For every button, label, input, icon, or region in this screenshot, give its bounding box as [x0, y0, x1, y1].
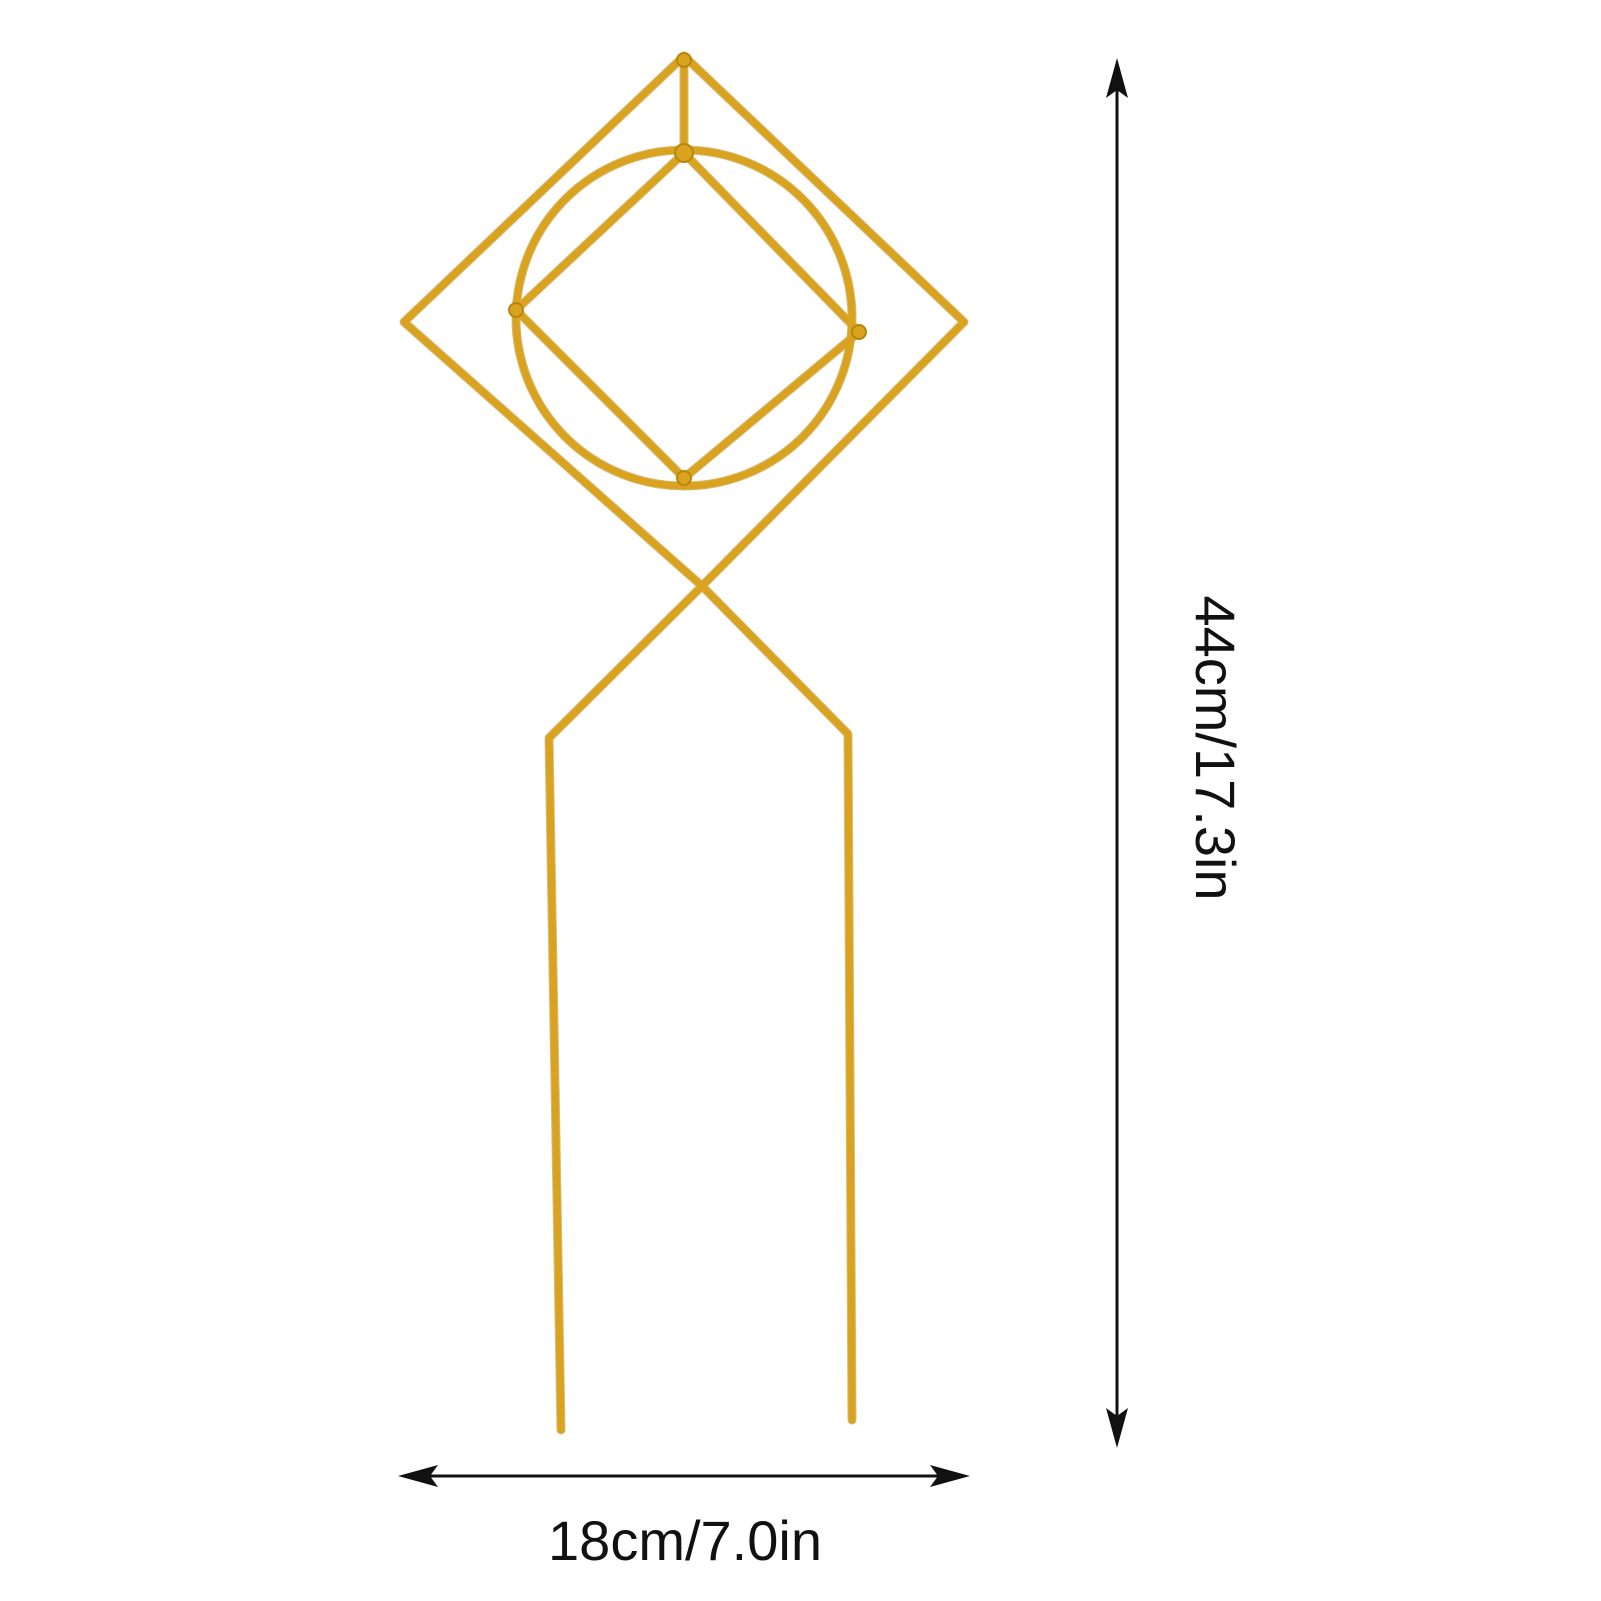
outer-diamond-right-wire: [545, 52, 968, 1434]
stake-wire: [400, 52, 968, 1434]
inner-ring: [512, 146, 856, 490]
outer-diamond-left-wire: [400, 52, 856, 1424]
weld-point: [674, 143, 694, 163]
height-label: 44cm/17.3in: [1184, 595, 1247, 900]
width-arrow-head-left-icon: [398, 1465, 438, 1487]
width-label: 18cm/7.0in: [548, 1509, 822, 1572]
height-arrow-head-bottom-icon: [1106, 1408, 1128, 1448]
height-dimension: 44cm/17.3in: [1106, 58, 1247, 1448]
weld-point: [676, 470, 692, 486]
width-dimension: 18cm/7.0in: [398, 1465, 970, 1572]
weld-point: [851, 324, 867, 340]
weld-point: [508, 302, 524, 318]
stake-wire-shadow: [399, 51, 969, 1435]
weld-point: [676, 52, 692, 68]
weld-points: [508, 52, 867, 486]
width-arrow-head-right-icon: [930, 1465, 970, 1487]
plant-stake-illustration: [399, 51, 969, 1435]
height-arrow-head-top-icon: [1106, 58, 1128, 98]
